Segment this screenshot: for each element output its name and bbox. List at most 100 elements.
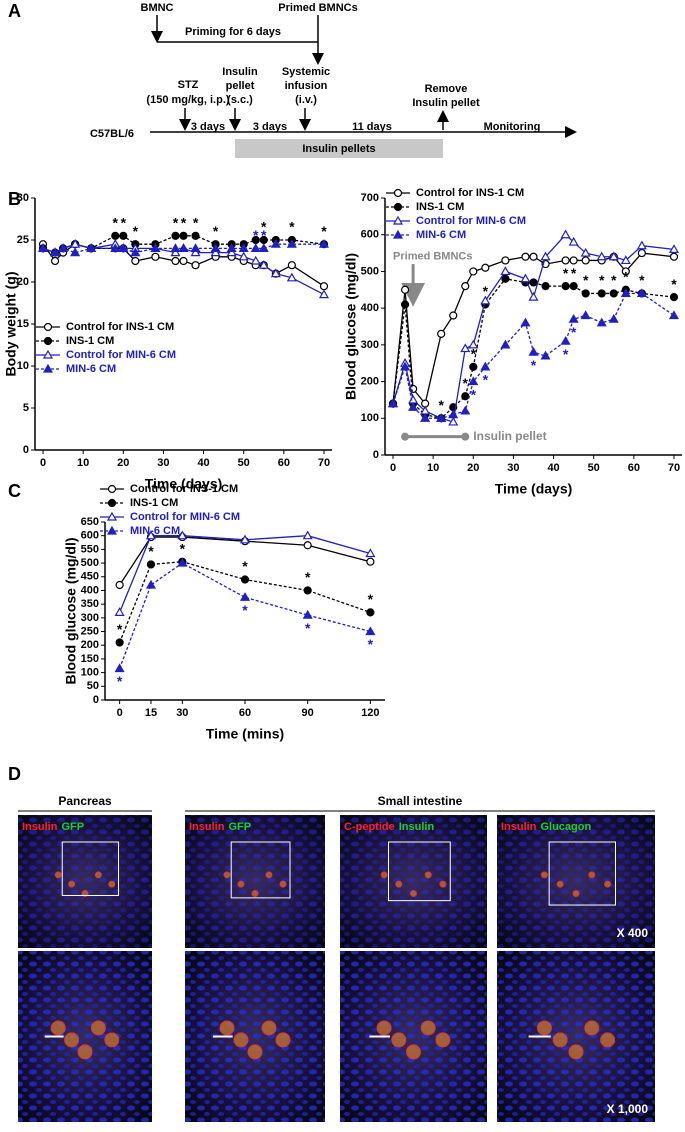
cell (604, 880, 612, 888)
x-tick-label: 0 (117, 707, 123, 719)
marker (131, 256, 140, 266)
marker (392, 215, 404, 225)
marker (581, 256, 590, 265)
series-line (119, 536, 371, 586)
marker (179, 231, 188, 240)
nuclei (497, 815, 655, 948)
x-tick-label: 50 (238, 457, 250, 469)
cell (376, 1020, 392, 1036)
x-tick-label: 30 (507, 462, 519, 474)
marker (58, 243, 69, 252)
y-tick-label: 400 (81, 584, 99, 596)
stain-label: C-peptide (344, 821, 395, 833)
marker (620, 255, 631, 265)
value-label: * (305, 569, 311, 585)
x-tick-label: 20 (467, 462, 479, 474)
marker (636, 240, 647, 250)
value-label: * (583, 272, 589, 288)
marker (540, 251, 551, 261)
marker (366, 557, 375, 566)
marker (238, 251, 249, 261)
panel-label: D (8, 764, 21, 784)
marker (365, 548, 376, 558)
marker (270, 268, 281, 278)
marker (636, 288, 647, 298)
x-tick-label: 70 (668, 462, 680, 474)
cell (237, 880, 245, 888)
chart: 0 5 10 15 20 25 30 0 10 20 30 40 50 60 70 Body weight (… (3, 192, 332, 492)
marker (420, 413, 431, 422)
value-label: * (368, 591, 374, 607)
marker (106, 525, 118, 535)
y-tick-label: 100 (361, 412, 379, 424)
legend-label: Control for MIN-6 CM (416, 215, 526, 227)
marker (115, 580, 124, 590)
value-label: * (368, 636, 374, 652)
y-tick-label: 20 (17, 276, 29, 288)
value-label: * (599, 272, 605, 288)
marker (190, 243, 201, 252)
cell (391, 1032, 407, 1048)
timeline-label: 3 days (191, 121, 225, 133)
marker (560, 229, 571, 239)
marker (668, 310, 680, 320)
marker (119, 231, 128, 240)
legend-label: MIN-6 CM (66, 363, 116, 375)
marker (560, 335, 571, 345)
marker (107, 498, 117, 508)
x-tick-label: 120 (361, 707, 379, 719)
nuclei (497, 951, 655, 1122)
marker (596, 317, 607, 327)
marker (250, 255, 261, 265)
marker (561, 282, 570, 291)
marker (177, 530, 188, 540)
marker (43, 322, 53, 332)
marker (480, 361, 491, 371)
marker (580, 310, 591, 320)
x-tick-label: 30 (176, 707, 188, 719)
value-label: * (289, 219, 295, 235)
marker (400, 300, 410, 309)
chart: 0501001502002503003504004505005506006500… (63, 483, 385, 742)
marker (239, 534, 251, 544)
timeline-label: Insulin (222, 66, 258, 78)
timeline-label: 11 days (352, 121, 392, 133)
cell (251, 889, 259, 897)
marker (393, 188, 403, 198)
marker (528, 346, 539, 356)
marker (468, 339, 479, 349)
marker (170, 243, 181, 252)
panel-label: A (8, 1, 21, 21)
y-tick-label: 300 (361, 339, 379, 351)
cell (223, 871, 231, 879)
panel-label: B (8, 189, 21, 209)
value-label: * (242, 558, 248, 574)
marker (608, 251, 619, 261)
value-label: * (253, 227, 259, 243)
marker (318, 238, 330, 248)
value-label: * (571, 324, 577, 340)
marker (258, 259, 269, 269)
marker (210, 247, 221, 257)
timeline-label: Remove (425, 83, 468, 95)
stain-label: Insulin (189, 821, 225, 833)
y-tick-label: 250 (81, 625, 99, 637)
marker (250, 243, 261, 252)
zoom-box (230, 841, 291, 899)
value-label: * (121, 215, 127, 231)
marker (568, 313, 579, 323)
timeline-label: (150 mg/kg, i.p.) (146, 94, 229, 106)
marker (226, 247, 237, 257)
cell (568, 1044, 584, 1060)
nuclei (18, 815, 152, 948)
value-label: * (193, 215, 199, 231)
marker (521, 252, 530, 261)
value-label: * (463, 375, 469, 391)
marker (43, 336, 53, 346)
marker (146, 560, 156, 569)
marker (500, 339, 511, 349)
value-label: * (133, 223, 139, 239)
value-label: * (438, 397, 444, 413)
y-axis-title: Body weight (g) (3, 272, 19, 377)
value-label: * (148, 543, 154, 559)
